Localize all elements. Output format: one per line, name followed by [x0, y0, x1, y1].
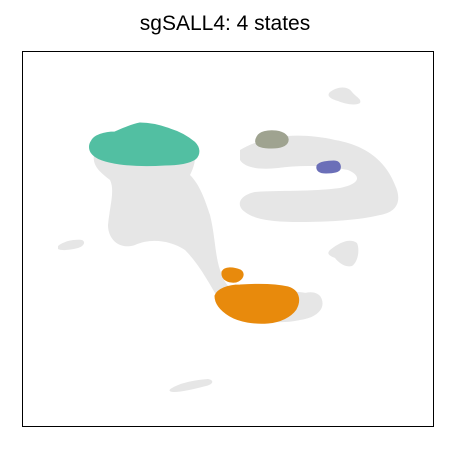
state-cluster-orange — [214, 267, 300, 324]
background-cluster-bottom — [169, 379, 213, 392]
background-cluster-main — [93, 138, 323, 323]
background-cells — [58, 87, 399, 392]
chart-title: sgSALL4: 4 states — [139, 12, 311, 35]
background-cluster-top-right — [328, 87, 361, 105]
state-cluster-indigo — [316, 160, 341, 174]
plot-frame — [22, 51, 434, 427]
state-cluster-olive — [255, 130, 289, 149]
highlighted-states — [89, 122, 341, 324]
state-cluster-teal — [89, 122, 200, 167]
background-cluster-small — [299, 292, 322, 308]
background-cluster-mid-right — [328, 240, 359, 267]
background-cluster-right-inner — [258, 195, 369, 214]
background-cluster-left-strip — [58, 239, 85, 251]
